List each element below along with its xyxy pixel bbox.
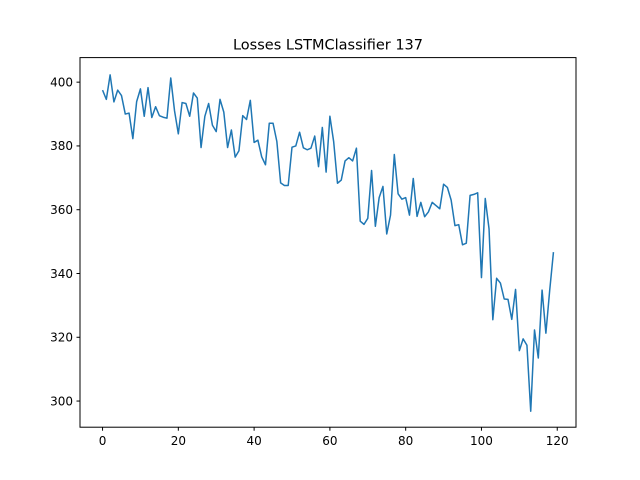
series-layer bbox=[101, 74, 555, 413]
y-tick-label: 400 bbox=[50, 75, 73, 89]
y-tick-label: 340 bbox=[50, 267, 73, 281]
plot-area bbox=[79, 57, 577, 428]
x-tick-label: 40 bbox=[246, 434, 261, 448]
chart-title: Losses LSTMClassifier 137 bbox=[233, 38, 423, 54]
y-tick-label: 360 bbox=[50, 203, 73, 217]
y-tick-label: 320 bbox=[50, 331, 73, 345]
y-axis: 300 320 340 360 380 400 bbox=[50, 75, 80, 408]
x-tick-label: 120 bbox=[546, 434, 569, 448]
x-tick-label: 0 bbox=[99, 434, 107, 448]
x-tick-label: 20 bbox=[171, 434, 186, 448]
x-tick-label: 100 bbox=[470, 434, 493, 448]
series-line-1 bbox=[101, 74, 555, 413]
x-axis: 0 20 40 60 80 100 120 bbox=[99, 427, 569, 448]
y-tick-label: 300 bbox=[50, 394, 73, 408]
axes-frame bbox=[79, 57, 577, 428]
y-tick-label: 380 bbox=[50, 139, 73, 153]
axes-background bbox=[80, 57, 576, 428]
x-tick-label: 60 bbox=[322, 434, 337, 448]
x-tick-label: 80 bbox=[398, 434, 413, 448]
